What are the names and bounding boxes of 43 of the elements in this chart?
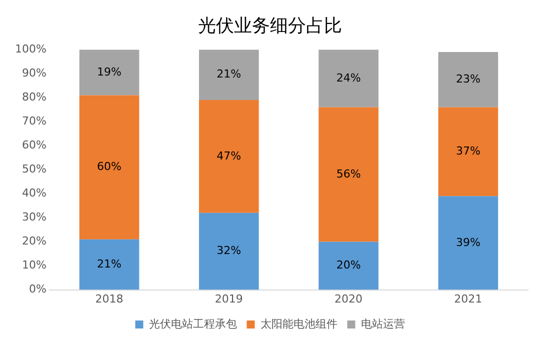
data-label: 32% (216, 244, 242, 258)
bar (79, 50, 140, 96)
legend-label: 太阳能电池组件 (260, 317, 338, 330)
y-tick-label: 30% (22, 210, 46, 224)
bar (318, 50, 378, 108)
y-tick-label: 40% (22, 186, 46, 200)
bar (318, 242, 378, 290)
y-tick-label: 20% (22, 234, 46, 248)
legend-label: 光伏电站工程承包 (148, 317, 237, 330)
bar (198, 212, 259, 290)
data-label: 21% (97, 257, 122, 270)
bar (79, 95, 140, 240)
x-tick-label: 2021 (454, 292, 482, 306)
bar (198, 50, 259, 100)
y-tick-label: 70% (22, 114, 46, 128)
data-label: 20% (336, 258, 361, 272)
y-tick-label: 90% (22, 66, 46, 80)
y-tick-label: 60% (22, 138, 46, 152)
data-label: 39% (456, 236, 480, 249)
x-tick-label: 2020 (334, 292, 363, 306)
bar (79, 239, 140, 290)
y-tick-label: 10% (22, 258, 46, 272)
legend-label: 电站运营 (360, 317, 405, 330)
bar (318, 107, 378, 242)
data-label: 24% (336, 71, 361, 84)
bar (438, 52, 498, 108)
chart-title: 光伏业务细分占比 (198, 15, 342, 36)
data-label: 60% (97, 160, 122, 174)
data-label: 23% (456, 72, 480, 86)
x-tick-label: 2019 (214, 292, 243, 306)
y-tick-label: 80% (22, 90, 46, 104)
data-label: 21% (216, 68, 242, 81)
data-label: 37% (456, 144, 480, 158)
y-tick-label: 100% (14, 42, 46, 56)
bar (438, 107, 498, 196)
y-tick-label: 50% (22, 162, 46, 176)
data-label: 47% (216, 149, 242, 162)
data-label: 19% (97, 65, 122, 78)
y-tick-label: 0% (28, 282, 46, 296)
bar (438, 196, 498, 290)
x-tick-label: 2018 (95, 292, 124, 306)
bar (198, 100, 259, 213)
data-label: 56% (336, 167, 361, 180)
